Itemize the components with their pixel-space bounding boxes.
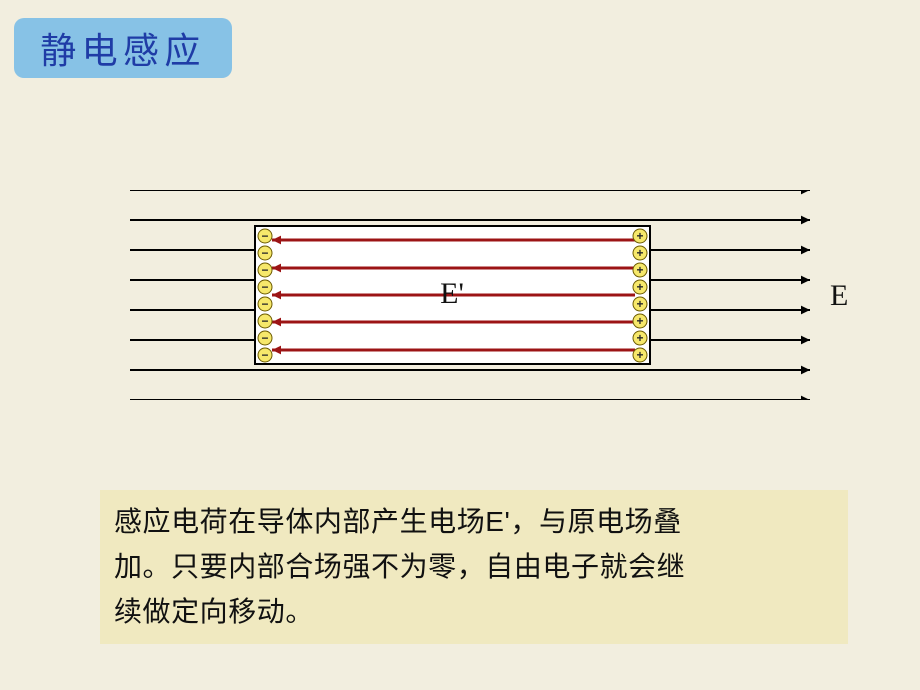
svg-text:+: + [637,348,644,362]
svg-text:+: + [637,246,644,260]
svg-text:+: + [637,297,644,311]
diagram-svg: − − − − − − − − + + + + + + + + E' E [130,190,850,400]
svg-text:−: − [262,280,269,294]
svg-text:+: + [637,280,644,294]
svg-text:−: − [262,263,269,277]
svg-text:−: − [262,246,269,260]
caption-line-2: 加。只要内部合场强不为零，自由电子就会继 [114,545,834,590]
diagram: − − − − − − − − + + + + + + + + E' E [130,190,850,400]
svg-text:−: − [262,314,269,328]
svg-text:+: + [637,314,644,328]
title-badge: 静电感应 [14,18,232,78]
svg-text:−: − [262,297,269,311]
svg-text:+: + [637,331,644,345]
svg-text:+: + [637,263,644,277]
title-text: 静电感应 [40,22,206,74]
svg-text:E': E' [440,277,464,310]
svg-text:−: − [262,229,269,243]
svg-text:−: − [262,348,269,362]
caption-line-1: 感应电荷在导体内部产生电场E'，与原电场叠 [114,500,834,545]
svg-text:−: − [262,331,269,345]
svg-text:+: + [637,229,644,243]
caption-line-3: 续做定向移动。 [114,590,834,635]
slide: 静电感应 − − − − − − − − + + + + + + + + E' E 感应电荷在导体内部产生电场E'… [0,0,920,690]
caption-box: 感应电荷在导体内部产生电场E'，与原电场叠 加。只要内部合场强不为零，自由电子就… [100,490,848,644]
svg-text:E: E [830,279,848,312]
